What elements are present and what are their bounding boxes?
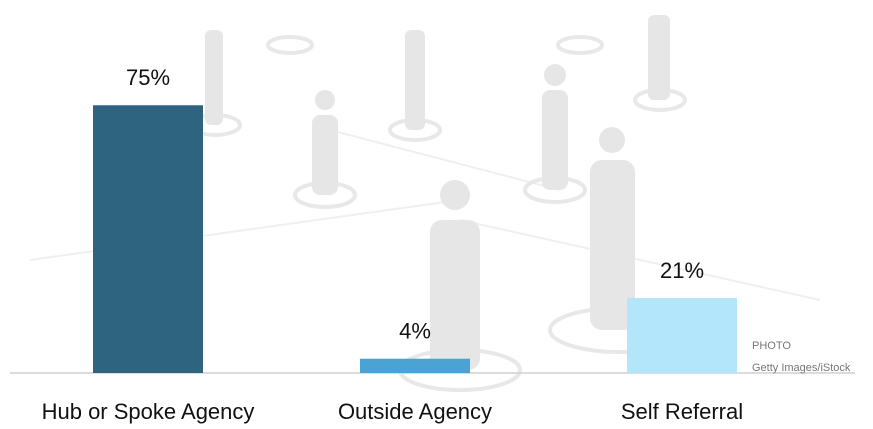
bar — [360, 358, 470, 373]
category-label: Self Referral — [621, 399, 743, 424]
bar — [627, 298, 737, 373]
value-label: 21% — [660, 258, 704, 283]
category-label: Hub or Spoke Agency — [42, 399, 255, 424]
value-label: 75% — [126, 65, 170, 90]
bar — [93, 105, 203, 373]
value-label: 4% — [399, 319, 431, 344]
background-photo — [29, 15, 821, 392]
photo-credit: Getty Images/iStock — [752, 362, 851, 374]
category-label: Outside Agency — [338, 399, 492, 424]
photo-credit-label: PHOTO — [752, 340, 791, 352]
